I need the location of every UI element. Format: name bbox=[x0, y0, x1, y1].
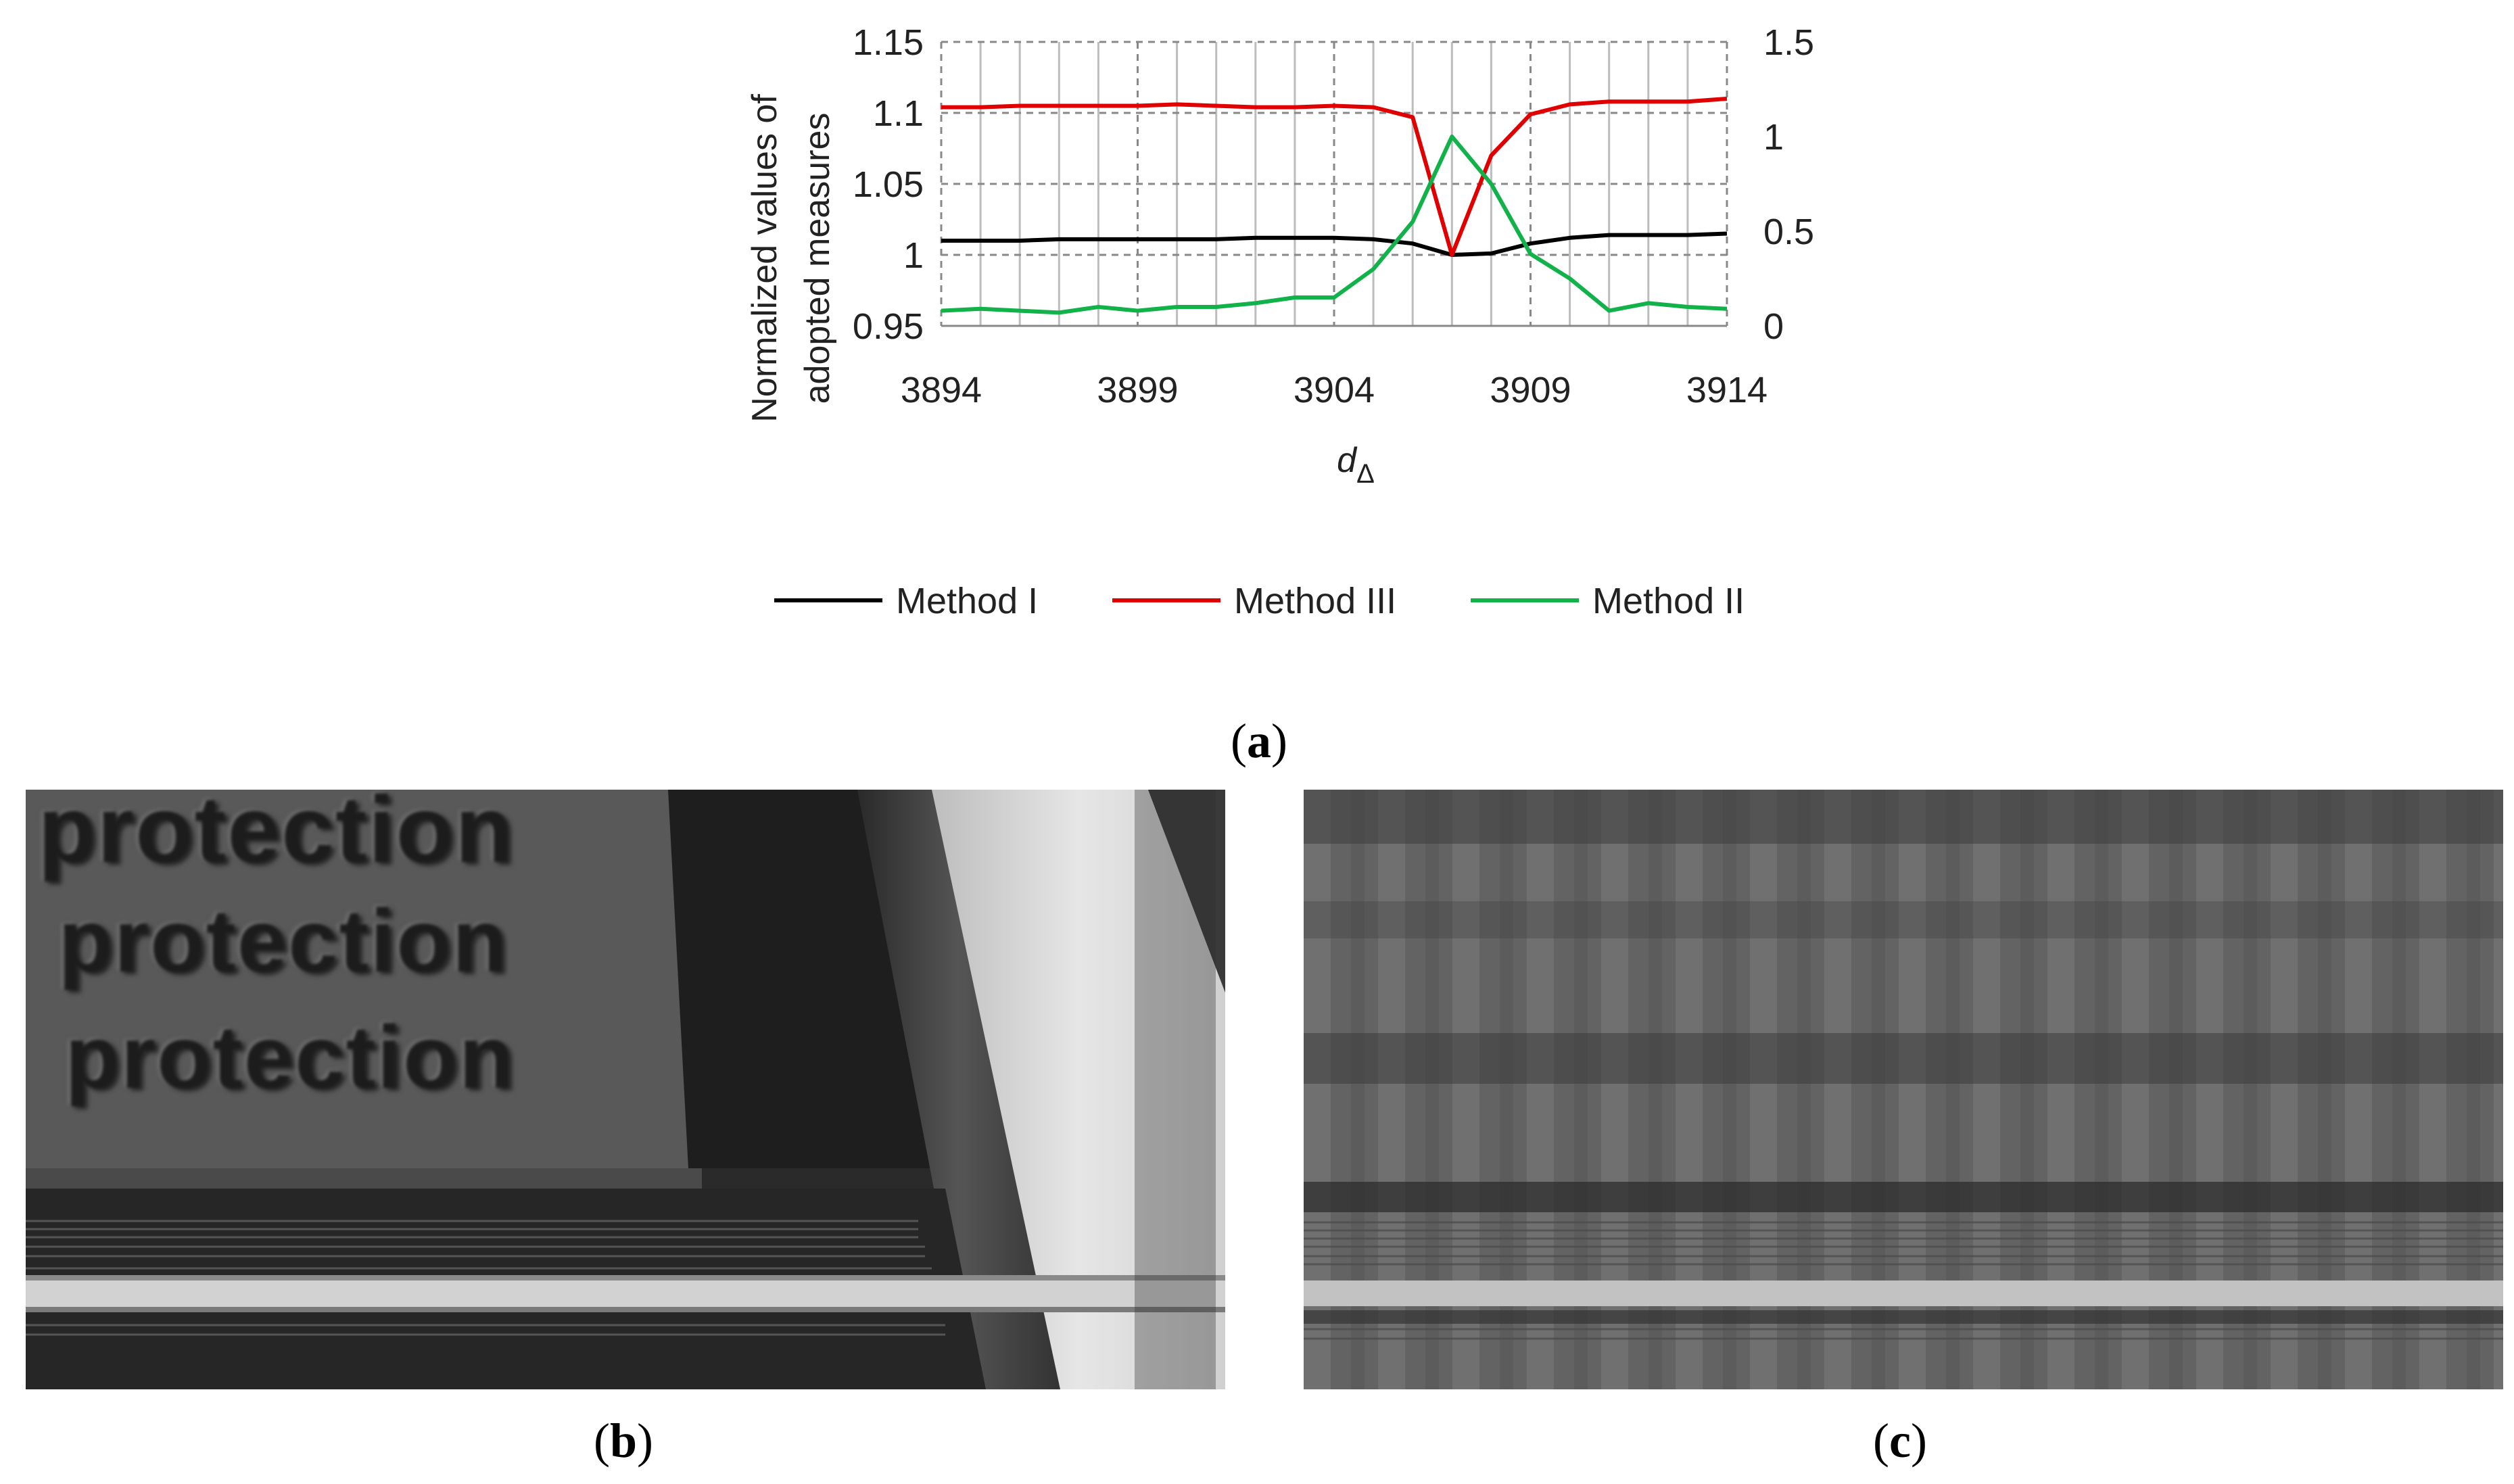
y-right-tick-label: 1.5 bbox=[1763, 22, 1814, 63]
blurred-word-1: protection bbox=[38, 790, 515, 882]
chart-legend: Method I Method III Method II bbox=[774, 581, 1745, 621]
caption-b: (b) bbox=[594, 1414, 654, 1468]
series-line-method-iii bbox=[941, 97, 1728, 257]
x-tick-label: 3894 bbox=[901, 370, 982, 410]
y-left-tick-label: 1.15 bbox=[853, 22, 924, 63]
series-line-method-i bbox=[941, 231, 1728, 257]
y-left-tick-label: 1.05 bbox=[853, 164, 924, 205]
y-left-tick-label: 0.95 bbox=[853, 306, 924, 347]
blurred-word-2: protection bbox=[58, 891, 508, 990]
legend-label: Method III bbox=[1234, 581, 1396, 621]
chart-series bbox=[941, 97, 1728, 315]
series-line-method-ii bbox=[941, 135, 1728, 315]
y-right-tick-label: 0.5 bbox=[1763, 212, 1814, 252]
caption-a-letter: a bbox=[1246, 714, 1271, 768]
y-left-tick-label: 1 bbox=[903, 235, 924, 276]
legend-label: Method II bbox=[1592, 581, 1745, 621]
axis-titles: Normalized values of adopted measures dΔ bbox=[745, 94, 1375, 489]
legend-label: Method I bbox=[896, 581, 1038, 621]
y-left-tick-label: 1.1 bbox=[873, 93, 924, 134]
caption-b-letter: b bbox=[609, 1414, 638, 1468]
bright-horizontal-band bbox=[26, 1280, 1225, 1307]
x-axis-title: dΔ bbox=[1337, 441, 1375, 489]
x-tick-label: 3904 bbox=[1294, 370, 1375, 410]
y-right-tick-label: 1 bbox=[1763, 117, 1784, 158]
chart-grid bbox=[940, 41, 1728, 327]
blurred-word-3: protection bbox=[65, 1007, 515, 1107]
y-axis-title-line2: adopted measures bbox=[798, 113, 837, 404]
x-tick-label: 3909 bbox=[1490, 370, 1571, 410]
x-tick-label: 3914 bbox=[1686, 370, 1768, 410]
image-panel-c bbox=[1304, 790, 2503, 1389]
caption-c-letter: c bbox=[1889, 1414, 1911, 1468]
x-axis-title-main: d bbox=[1337, 441, 1358, 480]
scan-lines bbox=[26, 1220, 945, 1336]
bright-horizontal-band bbox=[1304, 1280, 2503, 1306]
y-axis-title-line1: Normalized values of bbox=[745, 94, 784, 423]
chart-ticks: 3894 3899 3904 3909 3914 0.95 1 1.05 1.1 1.15 0 0.5… bbox=[853, 22, 1814, 410]
x-axis-title-subscript: Δ bbox=[1356, 459, 1375, 489]
x-tick-label: 3899 bbox=[1097, 370, 1178, 410]
caption-a: (a) bbox=[1231, 714, 1287, 768]
y-right-tick-label: 0 bbox=[1763, 306, 1784, 347]
caption-c: (c) bbox=[1873, 1414, 1927, 1468]
image-panel-b: protection protection protection bbox=[26, 790, 1225, 1389]
chart: 3894 3899 3904 3909 3914 0.95 1 1.05 1.1 1.15 0 0.5… bbox=[745, 22, 1814, 621]
